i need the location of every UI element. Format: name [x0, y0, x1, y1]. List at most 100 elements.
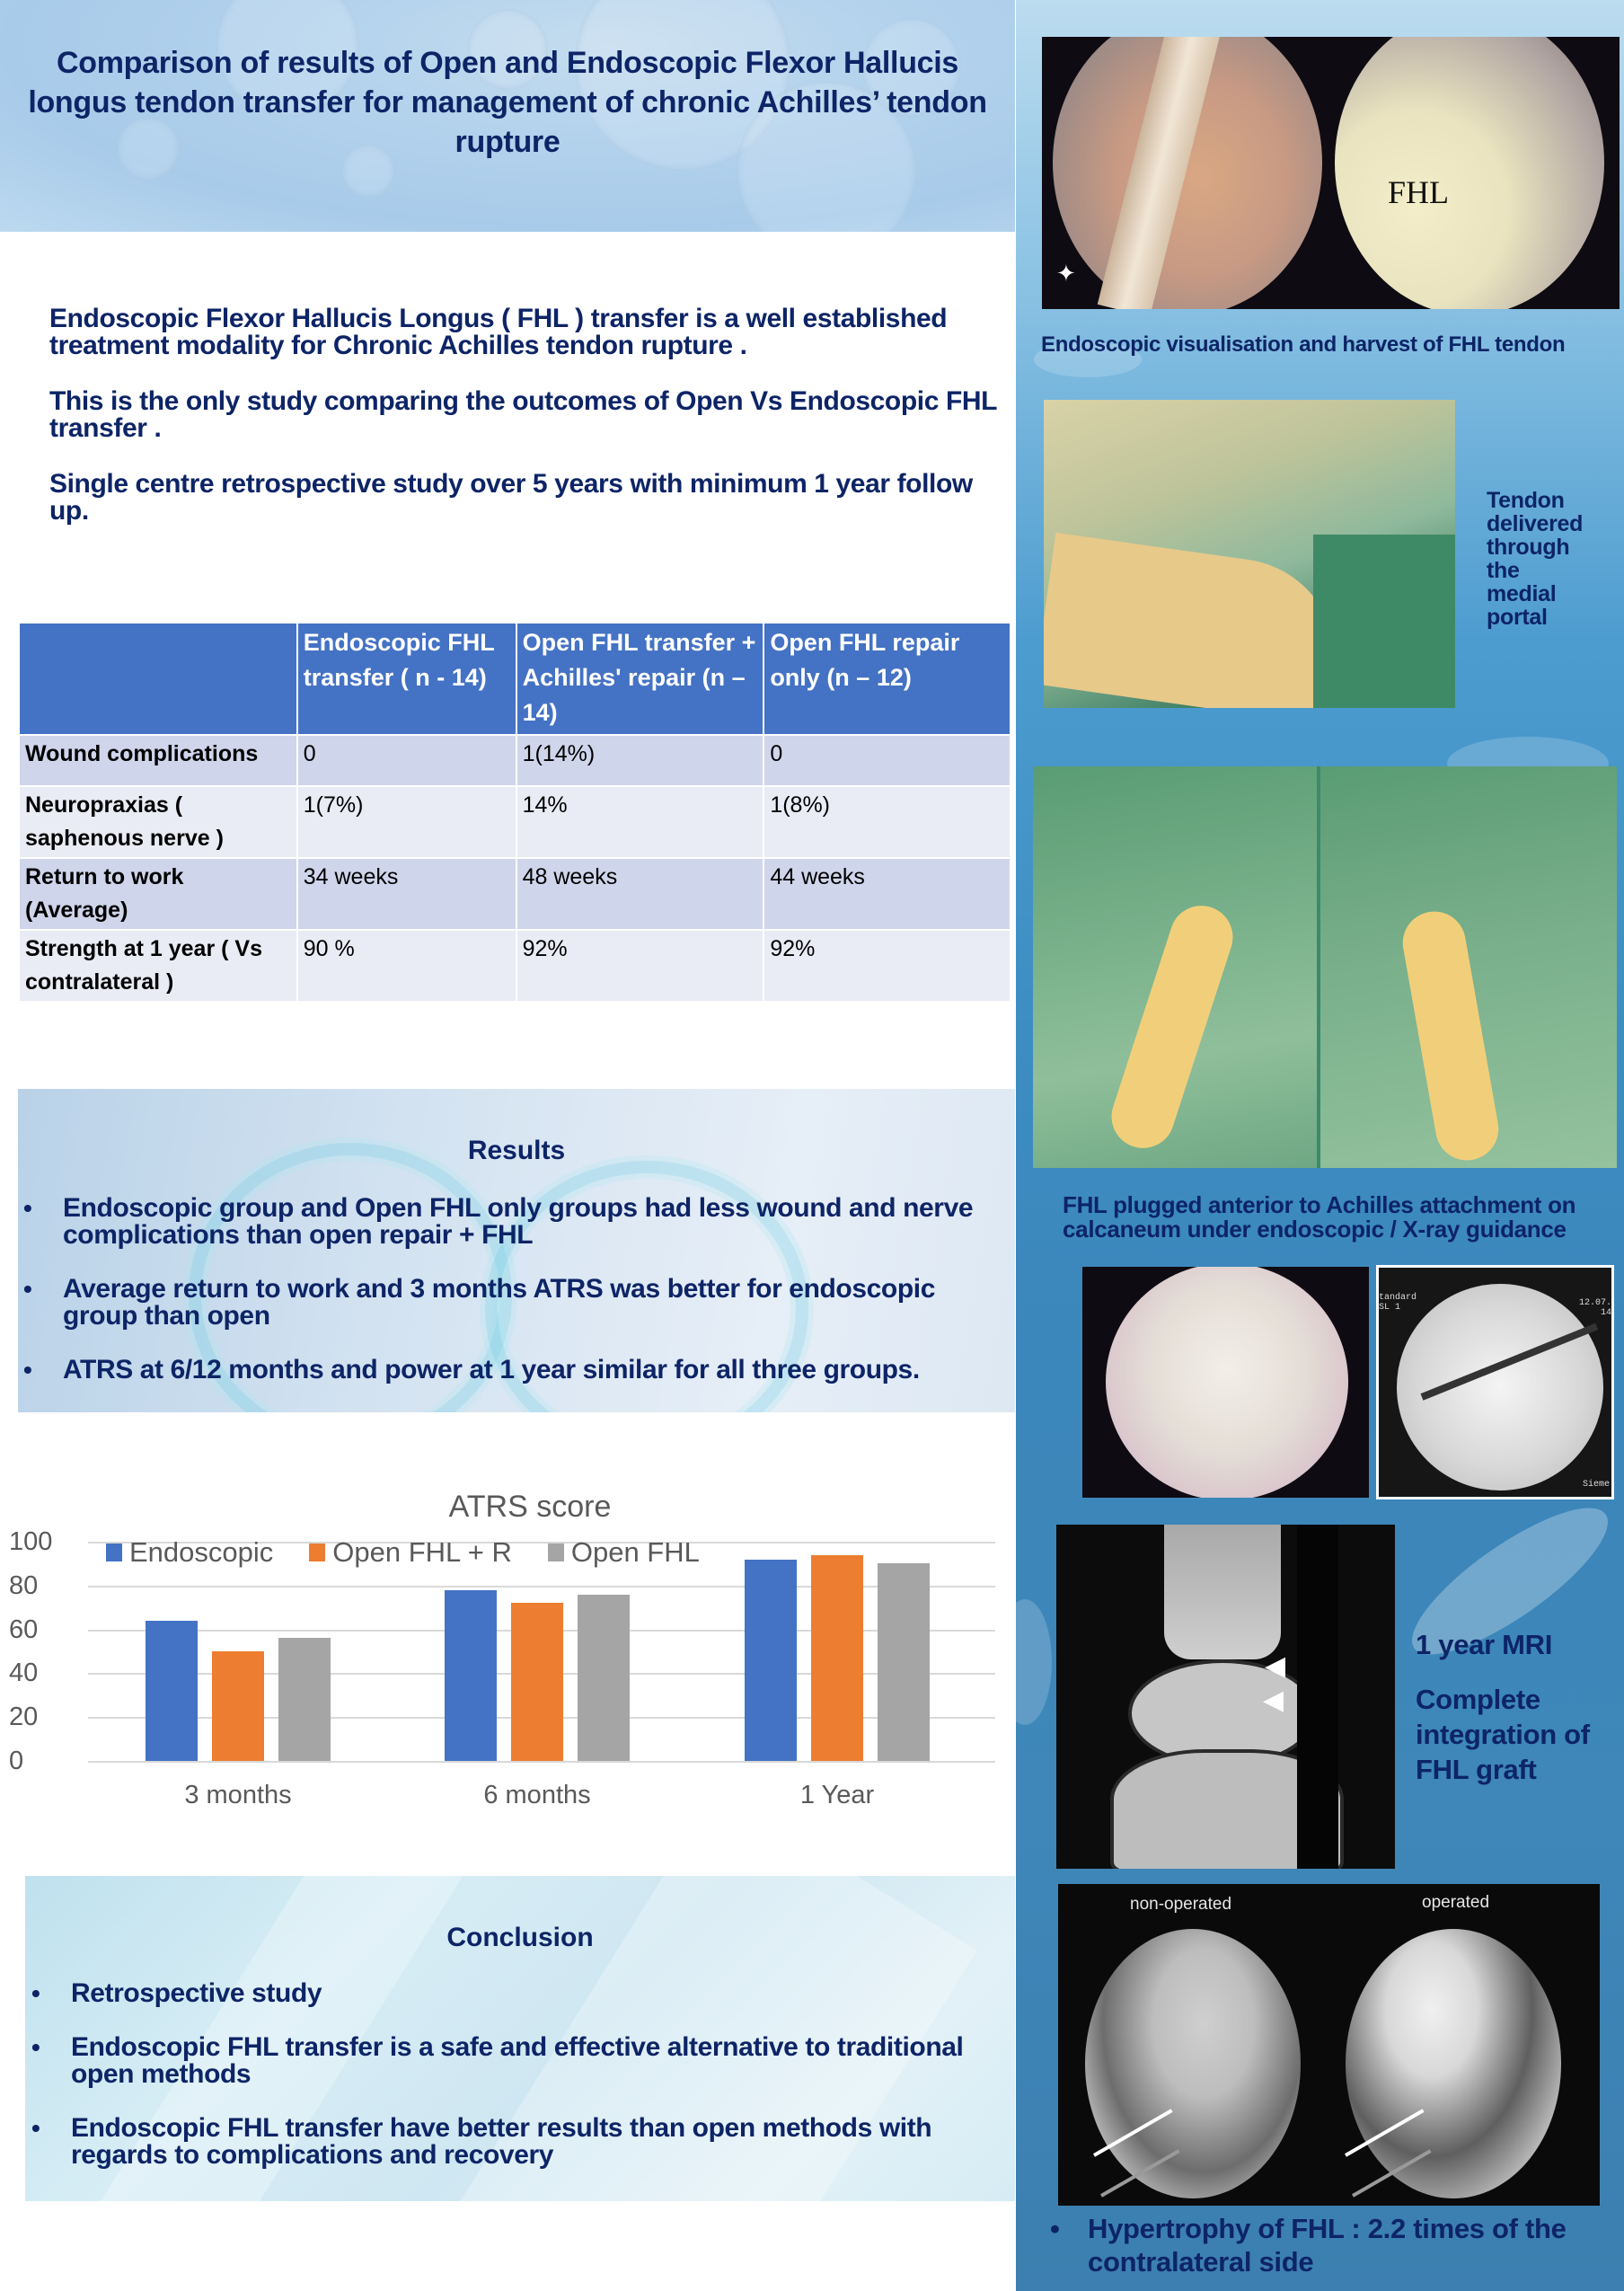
- y-tick-label: 20: [9, 1703, 39, 1732]
- bullet-icon: •: [23, 1356, 32, 1384]
- bar: [511, 1603, 563, 1761]
- figure-caption: Tendon delivered through the medial port…: [1487, 488, 1584, 630]
- conclusion-item: • Endoscopic FHL transfer is a safe and e…: [31, 2032, 964, 2089]
- bullet-icon: •: [23, 1275, 32, 1303]
- chart-title: ATRS score: [448, 1490, 612, 1524]
- fhl-image-label: FHL: [1388, 174, 1450, 210]
- table-header-cell: [20, 624, 298, 736]
- table-header-cell: Open FHL repair only (n – 12): [763, 624, 1011, 736]
- bar: [212, 1651, 264, 1761]
- leg-shape: [1103, 898, 1241, 1156]
- water-decoration: [1016, 1599, 1052, 1725]
- bubble-decoration: [341, 144, 395, 198]
- surgical-photo-left: [1033, 766, 1317, 1168]
- table-header-cell: Open FHL transfer + Achilles' repair (n …: [516, 624, 765, 736]
- xray-circle: [1397, 1284, 1603, 1490]
- endoscopic-figure: ✦ FHL: [1042, 37, 1620, 309]
- leg-shape: [1398, 907, 1504, 1165]
- table-row-header: Return to work (Average): [20, 858, 298, 931]
- table-cell: 90 %: [296, 930, 517, 1003]
- bullet-icon: •: [31, 2114, 40, 2142]
- bullet-icon: •: [23, 1194, 32, 1222]
- bullet-icon: •: [31, 2033, 40, 2061]
- table-header-cell: Endoscopic FHL transfer ( n - 14): [296, 624, 517, 736]
- image-label: non-operated: [1130, 1895, 1232, 1914]
- table-cell: 14%: [516, 786, 765, 859]
- title-banner: Comparison of results of Open and Endosc…: [0, 0, 1015, 232]
- table-cell: 34 weeks: [296, 858, 517, 931]
- bubble-decoration: [737, 81, 916, 232]
- y-tick-label: 60: [9, 1614, 39, 1644]
- bullet-icon: •: [1050, 2213, 1060, 2244]
- bubble-decoration: [467, 9, 548, 90]
- y-tick-label: 0: [9, 1747, 24, 1775]
- theatre-photo-figure: [1044, 400, 1455, 708]
- axial-mri-comparison: non-operated operated: [1058, 1884, 1600, 2206]
- table-row: Wound complications 0 1(14%) 0: [20, 735, 1011, 787]
- bubble-decoration: [216, 0, 359, 117]
- conclusion-heading: Conclusion: [446, 1923, 594, 1952]
- table-row-header: Strength at 1 year ( Vs contralateral ): [20, 930, 298, 1003]
- intro-paragraph: Endoscopic Flexor Hallucis Longus ( FHL …: [49, 304, 948, 360]
- surgical-photos-figure: [1033, 766, 1617, 1168]
- bar: [445, 1589, 497, 1761]
- intro-paragraph: Single centre retrospective study over 5…: [49, 469, 973, 526]
- y-tick-label: 100: [9, 1527, 53, 1556]
- gridline: [88, 1542, 995, 1544]
- table-cell: 1(14%): [516, 735, 765, 787]
- table-cell: 92%: [516, 930, 765, 1003]
- table-cell: 0: [296, 735, 517, 787]
- legend-swatch-icon: [309, 1544, 326, 1561]
- legend-item: Open FHL: [547, 1536, 700, 1569]
- chart-legend: Endoscopic Open FHL + R Open FHL: [106, 1536, 700, 1569]
- legend-item: Open FHL + R: [309, 1536, 512, 1569]
- y-tick-label: 80: [9, 1570, 39, 1600]
- bullet-icon: •: [31, 1979, 40, 2007]
- legend-label: Open FHL: [570, 1536, 700, 1568]
- bar: [745, 1559, 797, 1761]
- xray-overlay-text: 12.07. 14: [1578, 1298, 1611, 1318]
- bar: [878, 1563, 930, 1761]
- x-tick-label: 6 months: [483, 1781, 591, 1809]
- endoscope-view: [1106, 1267, 1348, 1498]
- table-cell: 1(7%): [296, 786, 517, 859]
- results-list: • Endoscopic group and Open FHL only grou…: [23, 1195, 1015, 1411]
- non-operated-cross-section: [1085, 1929, 1301, 2198]
- table-row: Strength at 1 year ( Vs contralateral ) …: [20, 930, 1011, 1003]
- water-decoration: [1034, 341, 1142, 377]
- table-header-row: Endoscopic FHL transfer ( n - 14) Open F…: [20, 624, 1011, 736]
- table-row-header: Neuropraxias ( saphenous nerve ): [20, 786, 298, 859]
- tendon-shape: [1097, 37, 1224, 309]
- x-tick-label: 3 months: [184, 1781, 292, 1809]
- sagittal-mri-image: ◀ ◀: [1056, 1525, 1395, 1869]
- arrowhead-icon: ◀: [1263, 1685, 1284, 1715]
- left-column: Comparison of results of Open and Endosc…: [0, 0, 1015, 2201]
- leg-shape: [1044, 532, 1350, 708]
- results-item: • ATRS at 6/12 months and power at 1 year…: [23, 1355, 920, 1384]
- figure-caption-title: 1 year MRI: [1416, 1629, 1553, 1660]
- bubble-decoration: [117, 117, 180, 180]
- x-tick-label: 1 Year: [799, 1781, 875, 1809]
- legend-label: Endoscopic: [129, 1536, 274, 1568]
- gridline: [88, 1585, 995, 1588]
- figure-caption: Endoscopic visualisation and harvest of …: [1041, 332, 1566, 357]
- results-item: • Average return to work and 3 months ATR…: [23, 1274, 935, 1331]
- bar: [278, 1638, 331, 1761]
- bar: [578, 1594, 630, 1761]
- legend-swatch-icon: [547, 1544, 564, 1561]
- right-column: ✦ FHL Endoscopic visualisation and harve…: [1016, 0, 1624, 2291]
- operated-cross-section: [1346, 1929, 1561, 2198]
- figure-caption: FHL plugged anterior to Achilles attachm…: [1063, 1191, 1576, 1243]
- conclusion-list: • Retrospective study • Endoscopic FHL tra…: [31, 1980, 1005, 2196]
- results-panel: Results • Endoscopic group and Open FHL o…: [18, 1089, 1015, 1412]
- xray-overlay-text: tandard SL 1: [1379, 1293, 1417, 1313]
- table-row-header: Wound complications: [20, 735, 298, 787]
- xray-overlay-text: Sieme: [1582, 1480, 1610, 1490]
- xray-image: tandard SL 1 12.07. 14 Sieme: [1376, 1265, 1614, 1499]
- table-row: Return to work (Average) 34 weeks 48 wee…: [20, 858, 1011, 931]
- endoscopic-plug-image: [1082, 1267, 1369, 1498]
- endoscope-view-left: [1053, 37, 1322, 309]
- conclusion-item: • Endoscopic FHL transfer have better res…: [31, 2113, 932, 2170]
- compass-icon: ✦: [1056, 260, 1076, 287]
- drape-shape: [1313, 535, 1455, 708]
